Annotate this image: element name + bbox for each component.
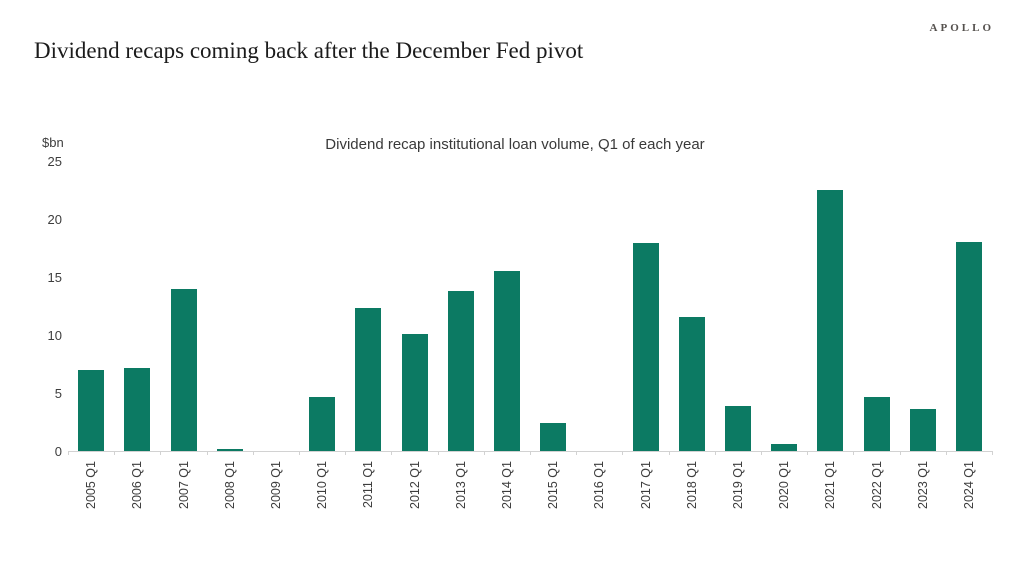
x-axis-tick bbox=[437, 451, 439, 455]
x-axis-label: 2009 Q1 bbox=[268, 461, 283, 509]
x-axis-tick bbox=[622, 451, 624, 455]
bar-cell: 2008 Q1 bbox=[207, 162, 253, 509]
bar bbox=[170, 289, 197, 451]
apollo-logo: APOLLO bbox=[929, 22, 994, 34]
bar-cell: 2016 Q1 bbox=[576, 162, 622, 509]
bar-cell: 2013 Q1 bbox=[438, 162, 484, 509]
y-axis-tick-label: 25 bbox=[47, 154, 62, 169]
bar bbox=[401, 334, 428, 451]
y-axis-tick-label: 15 bbox=[47, 270, 62, 285]
bar bbox=[309, 396, 336, 451]
x-axis-label: 2020 Q1 bbox=[777, 461, 792, 509]
y-axis-tick-label: 10 bbox=[47, 328, 62, 343]
chart-subtitle: Dividend recap institutional loan volume… bbox=[325, 136, 705, 153]
bar-cell: 2021 Q1 bbox=[807, 162, 853, 509]
bar bbox=[540, 423, 567, 451]
x-axis-tick bbox=[483, 451, 485, 455]
x-axis-tick bbox=[299, 451, 300, 455]
x-axis-label: 2018 Q1 bbox=[684, 461, 699, 509]
bar bbox=[909, 409, 936, 451]
y-axis-unit-label: $bn bbox=[42, 135, 64, 150]
bar-cell: 2006 Q1 bbox=[114, 162, 160, 509]
bar bbox=[678, 316, 705, 451]
x-axis-tick bbox=[68, 451, 69, 455]
x-axis-label: 2012 Q1 bbox=[407, 461, 422, 509]
bar bbox=[724, 405, 751, 451]
x-axis-tick bbox=[114, 451, 116, 455]
x-axis-label: 2013 Q1 bbox=[453, 461, 468, 509]
x-axis-label: 2007 Q1 bbox=[176, 461, 191, 509]
x-axis-tick bbox=[391, 451, 393, 455]
bar-cell: 2005 Q1 bbox=[68, 162, 114, 509]
x-axis-label: 2021 Q1 bbox=[823, 461, 838, 509]
y-axis-tick-label: 5 bbox=[54, 386, 62, 401]
page-title: Dividend recaps coming back after the De… bbox=[34, 38, 584, 63]
bar-cell: 2014 Q1 bbox=[484, 162, 530, 509]
x-axis-label: 2014 Q1 bbox=[499, 461, 514, 509]
x-axis-label: 2005 Q1 bbox=[84, 461, 99, 509]
x-axis-tick bbox=[945, 451, 947, 455]
plot-area: 2005 Q1 2006 Q1 2007 Q1 2008 Q1 2009 Q1 2010 … bbox=[68, 162, 993, 509]
x-axis-label: 2008 Q1 bbox=[222, 461, 237, 509]
x-axis-tick bbox=[992, 451, 993, 455]
y-axis: 25 20 15 10 5 0 bbox=[30, 154, 62, 459]
bar-cell: 2012 Q1 bbox=[391, 162, 437, 509]
x-axis-label: 2010 Q1 bbox=[315, 461, 330, 509]
x-axis-label: 2016 Q1 bbox=[592, 461, 607, 509]
x-axis-tick bbox=[206, 451, 208, 455]
x-axis-tick bbox=[807, 451, 809, 455]
bar-cell: 2010 Q1 bbox=[299, 162, 345, 509]
x-axis-label: 2019 Q1 bbox=[730, 461, 745, 509]
bar-cell: 2018 Q1 bbox=[669, 162, 715, 509]
x-axis-label: 2024 Q1 bbox=[961, 461, 976, 509]
bar bbox=[124, 367, 151, 451]
bar bbox=[771, 444, 798, 451]
bar bbox=[955, 241, 982, 451]
y-axis-tick-label: 0 bbox=[54, 444, 62, 459]
x-axis-tick bbox=[714, 451, 716, 455]
bar-cell: 2017 Q1 bbox=[622, 162, 668, 509]
x-axis-tick bbox=[761, 451, 762, 455]
x-axis-label: 2023 Q1 bbox=[915, 461, 930, 509]
bar bbox=[447, 291, 474, 451]
x-axis-tick bbox=[345, 451, 347, 455]
x-axis-tick bbox=[899, 451, 901, 455]
x-axis-label: 2015 Q1 bbox=[546, 461, 561, 509]
bar bbox=[216, 448, 243, 451]
x-axis-label: 2022 Q1 bbox=[869, 461, 884, 509]
bar-cell: 2023 Q1 bbox=[900, 162, 946, 509]
y-axis-tick-label: 20 bbox=[47, 212, 62, 227]
x-axis-tick bbox=[252, 451, 254, 455]
x-axis-tick bbox=[160, 451, 162, 455]
x-axis-label: 2006 Q1 bbox=[130, 461, 145, 509]
bar bbox=[863, 396, 890, 451]
bar bbox=[355, 307, 382, 451]
bar-cell: 2019 Q1 bbox=[715, 162, 761, 509]
x-axis-tick bbox=[576, 451, 578, 455]
bar-cell: 2022 Q1 bbox=[853, 162, 899, 509]
bar bbox=[817, 189, 844, 451]
x-axis-tick bbox=[530, 451, 531, 455]
bar-cell: 2020 Q1 bbox=[761, 162, 807, 509]
bar bbox=[78, 370, 105, 451]
bar-cell: 2011 Q1 bbox=[345, 162, 391, 508]
x-axis-tick bbox=[668, 451, 670, 455]
bar-cell: 2024 Q1 bbox=[946, 162, 992, 509]
x-axis-tick bbox=[853, 451, 855, 455]
x-axis-label: 2011 Q1 bbox=[361, 461, 376, 509]
bar bbox=[493, 270, 520, 451]
bar-cell: 2007 Q1 bbox=[160, 162, 206, 509]
x-axis-label: 2017 Q1 bbox=[638, 461, 653, 509]
bar bbox=[632, 242, 659, 451]
bar-cell: 2015 Q1 bbox=[530, 162, 576, 509]
bar-cell: 2009 Q1 bbox=[253, 162, 299, 509]
bars-container: 2005 Q1 2006 Q1 2007 Q1 2008 Q1 2009 Q1 2010 … bbox=[68, 162, 992, 509]
